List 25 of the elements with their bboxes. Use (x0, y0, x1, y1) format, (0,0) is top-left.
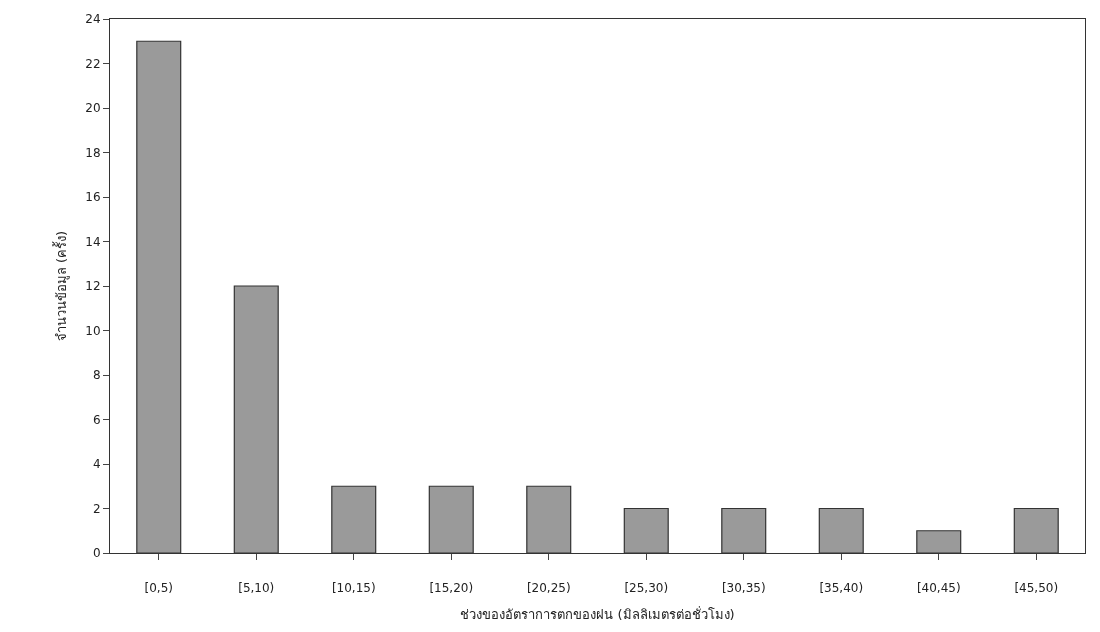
x-tick-label: [5,10) (238, 581, 275, 596)
y-tick-label: 14 (85, 234, 101, 249)
x-tick-label: [10,15) (331, 581, 376, 596)
y-tick-label: 18 (85, 145, 101, 160)
y-axis-title: จำนวนข้อมูล (ครั้ง) (52, 230, 71, 342)
x-tick-label: [30,35) (721, 581, 766, 596)
x-axis-title: ช่วงของอัตราการตกของฝน (มิลลิเมตรต่อชั่วโมง) (460, 606, 735, 622)
x-tick-label: [20,25) (526, 581, 571, 596)
x-tick-label: [15,20) (429, 581, 474, 596)
y-tick-label: 16 (85, 190, 101, 205)
y-tick-label: 0 (92, 546, 101, 561)
x-tick-label: [45,50) (1014, 581, 1059, 596)
x-tick-label: [35,40) (819, 581, 864, 596)
y-tick-label: 12 (85, 279, 101, 294)
y-tick-label: 20 (85, 101, 101, 116)
y-tick-label: 4 (92, 457, 101, 472)
y-tick-label: 24 (85, 12, 101, 27)
x-tick-label: [40,45) (916, 581, 961, 596)
y-tick-label: 8 (92, 368, 101, 383)
x-tick-label: [25,30) (624, 581, 669, 596)
y-tick-label: 10 (85, 323, 101, 338)
y-tick-label: 22 (85, 56, 101, 71)
x-tick-label: [0,5) (144, 581, 173, 596)
y-tick-label: 6 (92, 412, 101, 427)
y-tick-label: 2 (92, 501, 101, 516)
